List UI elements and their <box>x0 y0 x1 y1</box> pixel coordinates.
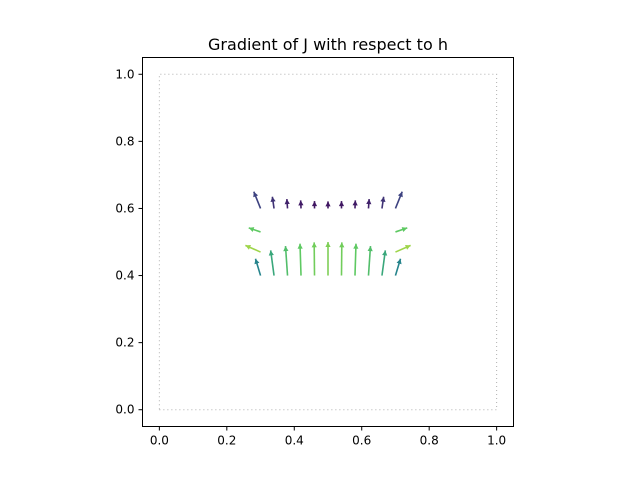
gradient-arrow <box>367 245 373 276</box>
gradient-arrow <box>297 243 303 276</box>
chart-marks <box>158 73 498 411</box>
axes-frame <box>142 57 514 427</box>
gradient-arrow <box>395 244 411 253</box>
gradient-arrow <box>339 242 345 276</box>
gradient-arrow <box>395 227 408 233</box>
gradient-arrow <box>284 199 290 209</box>
gradient-arrow <box>353 243 359 276</box>
gradient-arrow <box>268 250 275 276</box>
x-tick-label: 0.2 <box>217 434 236 448</box>
gradient-arrow <box>311 242 317 276</box>
x-tick-label: 1.0 <box>487 434 506 448</box>
y-tick-label: 0.6 <box>115 201 134 215</box>
y-tick-label: 0.8 <box>115 134 134 148</box>
x-tick-label: 0.0 <box>150 434 169 448</box>
gradient-arrow <box>325 242 331 276</box>
x-tick-label: 0.8 <box>420 434 439 448</box>
gradient-arrow <box>366 199 372 209</box>
gradient-arrow <box>338 201 345 209</box>
gradient-arrow <box>352 200 358 209</box>
x-tick-label: 0.6 <box>352 434 371 448</box>
y-axis: 0.0 0.2 0.4 0.6 0.8 1.0 <box>115 67 143 417</box>
gradient-arrow <box>253 191 262 209</box>
gradient-arrow <box>283 245 289 276</box>
gradient-arrow <box>380 196 386 209</box>
domain-boundary <box>158 73 498 411</box>
gradient-arrow <box>254 258 262 276</box>
x-tick-label: 0.4 <box>285 434 304 448</box>
gradient-arrow <box>298 200 304 209</box>
gradient-arrow <box>270 196 276 209</box>
gradient-arrow <box>381 250 388 276</box>
x-axis: 0.0 0.2 0.4 0.6 0.8 1.0 <box>150 426 506 448</box>
gradient-arrow <box>248 227 261 233</box>
gradient-arrow <box>311 201 318 209</box>
y-tick-label: 1.0 <box>115 67 134 81</box>
gradient-arrow <box>325 201 331 209</box>
gradient-arrow <box>394 258 402 276</box>
gradient-arrow <box>245 244 261 253</box>
y-tick-label: 0.2 <box>115 336 134 350</box>
y-tick-label: 0.4 <box>115 269 134 283</box>
gradient-arrow <box>394 191 403 209</box>
y-tick-label: 0.0 <box>115 403 134 417</box>
chart-title: Gradient of J with respect to h <box>208 35 448 54</box>
